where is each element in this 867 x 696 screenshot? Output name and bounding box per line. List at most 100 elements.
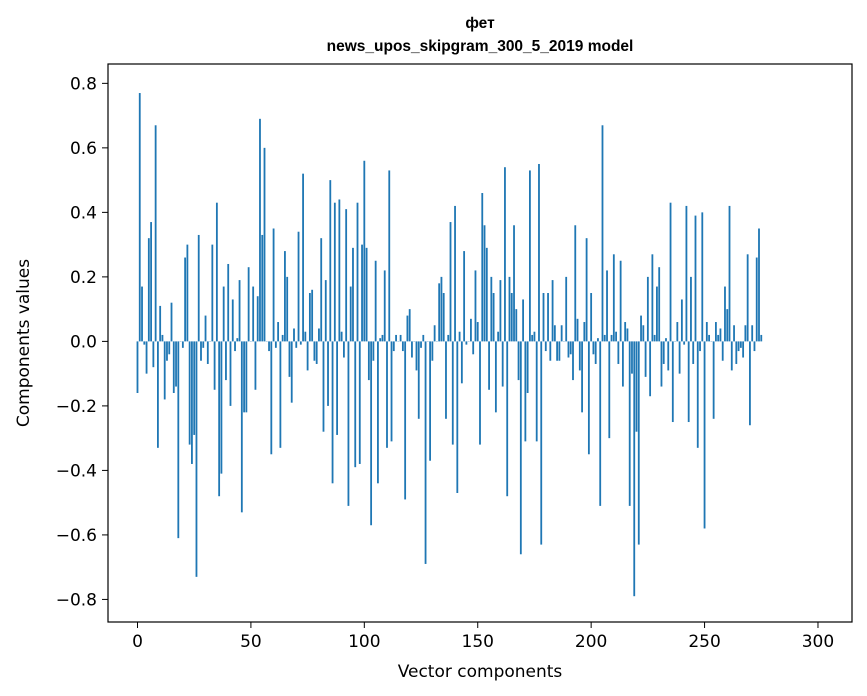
bar	[181, 341, 184, 348]
bar	[188, 341, 191, 445]
bar	[451, 341, 454, 445]
bar	[581, 341, 583, 413]
bar	[272, 228, 275, 342]
bar	[594, 341, 597, 364]
bar	[454, 205, 456, 342]
bar	[721, 341, 724, 361]
bar	[578, 341, 581, 371]
bar	[386, 341, 388, 448]
bar	[485, 247, 488, 342]
x-tick-label: 200	[575, 632, 607, 652]
bar	[327, 341, 329, 406]
bar	[735, 341, 738, 364]
y-tick-label: 0.0	[70, 332, 97, 352]
x-axis-ticks: 0 50 100 150 200 250 300	[132, 622, 834, 652]
bar	[345, 209, 348, 342]
bar	[200, 341, 202, 361]
bar	[612, 254, 615, 342]
bar	[656, 286, 658, 342]
bar	[315, 341, 318, 364]
bar	[220, 341, 223, 474]
bar	[506, 341, 509, 497]
bar	[606, 270, 608, 342]
bar	[304, 331, 307, 342]
bar	[633, 341, 636, 597]
bar	[513, 225, 515, 342]
bar	[746, 254, 749, 342]
bar	[191, 341, 193, 464]
bar	[644, 341, 647, 377]
bar	[388, 170, 391, 342]
bar	[363, 160, 366, 342]
bar	[356, 202, 359, 342]
bar	[311, 289, 314, 342]
bar	[186, 244, 189, 342]
bar	[172, 341, 175, 393]
bar	[476, 322, 479, 342]
bar	[660, 341, 663, 387]
bar	[175, 341, 177, 387]
x-tick-label: 50	[240, 632, 262, 652]
bar	[760, 334, 763, 342]
y-tick-label: −0.6	[56, 526, 97, 546]
bar	[442, 293, 445, 342]
bar	[138, 93, 141, 342]
bar	[358, 341, 361, 464]
bar	[218, 341, 221, 497]
bar	[367, 341, 370, 381]
bar	[549, 341, 552, 361]
bar	[481, 193, 484, 342]
bar	[696, 341, 699, 448]
bar	[390, 341, 393, 442]
bar	[665, 338, 667, 342]
bar	[535, 341, 538, 442]
bar	[687, 341, 690, 423]
bar	[429, 341, 431, 461]
bar	[308, 293, 311, 342]
bar	[331, 341, 334, 484]
bar	[583, 322, 586, 342]
bar	[256, 296, 259, 342]
bar	[352, 247, 354, 342]
bar	[592, 341, 595, 355]
bar	[343, 341, 345, 358]
bar	[279, 341, 282, 448]
bar	[680, 299, 683, 342]
bar	[678, 341, 681, 374]
bar	[243, 341, 245, 413]
bar	[445, 341, 447, 419]
bar	[417, 341, 420, 419]
bar	[470, 318, 472, 342]
bar	[324, 280, 327, 342]
bar	[560, 325, 563, 342]
bar	[254, 341, 257, 390]
bar	[624, 322, 627, 342]
bar	[492, 293, 495, 342]
bar	[268, 341, 270, 352]
bar	[728, 205, 731, 342]
bar	[247, 267, 250, 342]
bar	[347, 341, 350, 506]
bar	[701, 212, 704, 342]
bar	[297, 231, 300, 342]
bar	[515, 309, 518, 342]
y-tick-label: 0.4	[70, 203, 97, 223]
bar	[690, 276, 692, 342]
bar	[374, 260, 377, 342]
bar	[277, 322, 280, 342]
bar	[299, 341, 302, 345]
bar	[236, 338, 239, 342]
bar	[211, 244, 214, 342]
bar	[472, 341, 475, 355]
bar	[404, 341, 407, 500]
bar	[377, 341, 379, 484]
bar	[646, 276, 649, 342]
bar	[719, 328, 722, 342]
bar	[340, 331, 343, 342]
bars-group	[136, 93, 763, 597]
bar	[667, 341, 670, 371]
bar	[440, 276, 443, 342]
bar	[458, 331, 461, 342]
bar	[737, 341, 740, 352]
bar	[749, 341, 751, 426]
